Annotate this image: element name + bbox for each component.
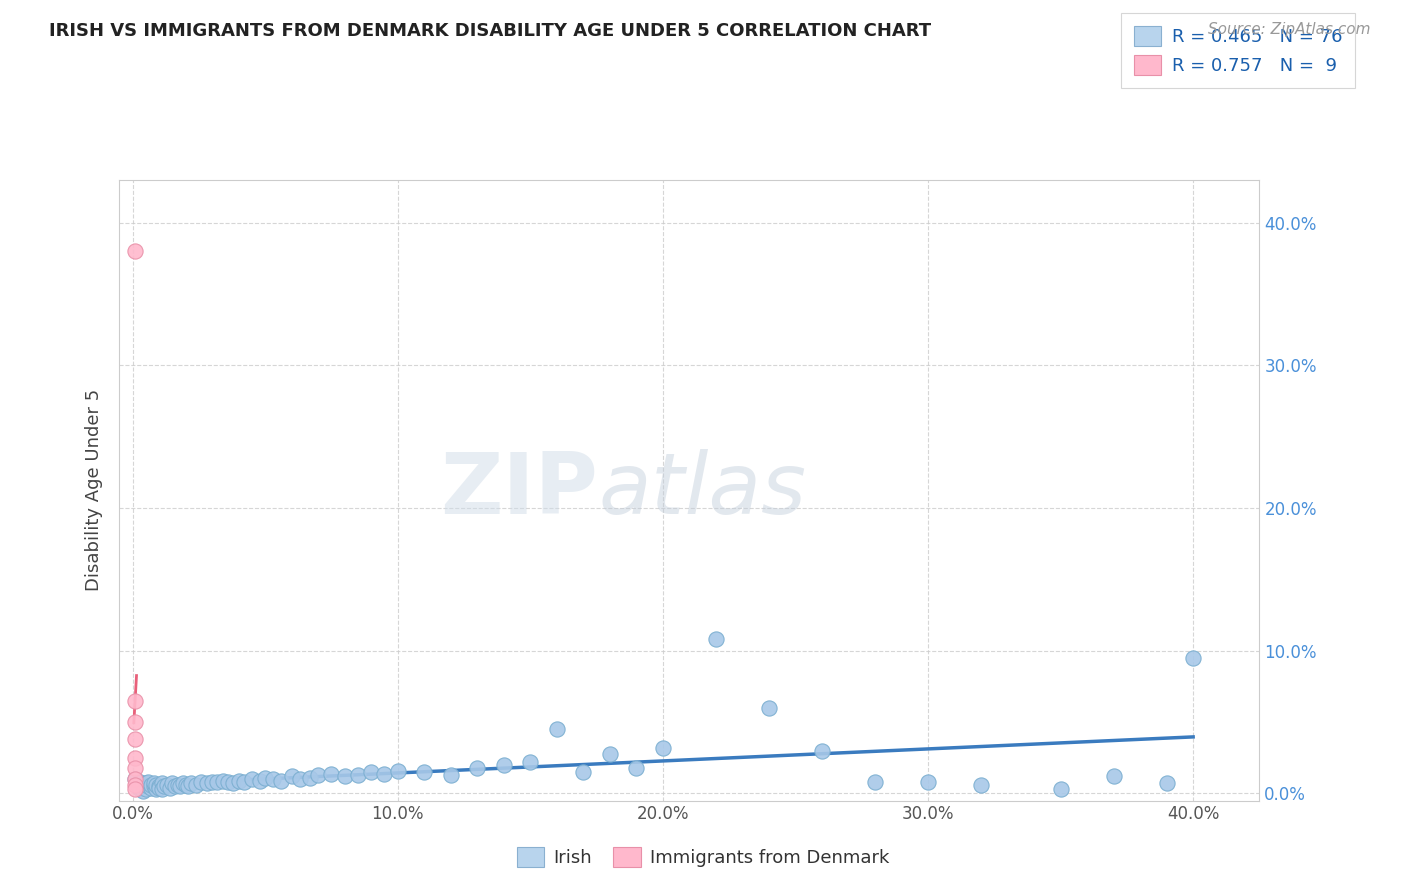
Text: Source: ZipAtlas.com: Source: ZipAtlas.com [1208, 22, 1371, 37]
Legend: Irish, Immigrants from Denmark: Irish, Immigrants from Denmark [510, 839, 896, 874]
Point [124, 715, 146, 730]
Point [413, 765, 436, 780]
Point [129, 775, 152, 789]
Point [1156, 776, 1178, 790]
Point [124, 778, 146, 792]
Point [299, 771, 322, 785]
Point [190, 775, 212, 789]
Y-axis label: Disability Age Under 5: Disability Age Under 5 [86, 389, 103, 591]
Point [254, 771, 277, 785]
Point [186, 778, 208, 792]
Point [162, 776, 184, 790]
Point [492, 758, 515, 772]
Point [153, 780, 176, 794]
Point [138, 780, 160, 794]
Point [347, 768, 370, 782]
Point [172, 776, 194, 790]
Point [249, 773, 271, 788]
Point [139, 780, 162, 795]
Text: ZIP: ZIP [440, 449, 598, 532]
Point [599, 747, 621, 761]
Point [132, 783, 155, 797]
Point [169, 780, 191, 794]
Point [148, 780, 170, 794]
Point [124, 782, 146, 797]
Point [811, 744, 834, 758]
Point [207, 775, 229, 789]
Point [1049, 782, 1071, 797]
Point [228, 773, 250, 788]
Point [465, 761, 488, 775]
Point [148, 780, 170, 795]
Point [217, 775, 239, 789]
Point [387, 764, 409, 778]
Point [145, 782, 167, 797]
Point [307, 768, 329, 782]
Point [150, 776, 173, 790]
Point [373, 766, 395, 780]
Point [440, 768, 463, 782]
Point [704, 632, 727, 647]
Point [232, 775, 254, 789]
Point [124, 694, 146, 708]
Point [156, 778, 179, 792]
Point [195, 776, 218, 790]
Point [572, 765, 595, 780]
Point [626, 761, 648, 775]
Point [970, 778, 993, 792]
Point [222, 776, 245, 790]
Point [138, 775, 160, 789]
Point [270, 773, 292, 788]
Point [124, 751, 146, 765]
Point [519, 755, 541, 769]
Point [546, 723, 568, 737]
Point [1102, 769, 1125, 783]
Point [321, 766, 343, 780]
Point [917, 775, 939, 789]
Point [135, 776, 157, 790]
Point [333, 769, 356, 783]
Point [758, 701, 780, 715]
Point [166, 778, 188, 792]
Text: IRISH VS IMMIGRANTS FROM DENMARK DISABILITY AGE UNDER 5 CORRELATION CHART: IRISH VS IMMIGRANTS FROM DENMARK DISABIL… [49, 22, 931, 40]
Point [211, 773, 233, 788]
Point [139, 778, 162, 792]
Legend: R = 0.465   N = 76, R = 0.757   N =  9: R = 0.465 N = 76, R = 0.757 N = 9 [1121, 13, 1355, 87]
Point [180, 776, 202, 790]
Point [1182, 651, 1205, 665]
Point [288, 772, 311, 787]
Point [280, 769, 302, 783]
Point [177, 780, 200, 794]
Point [124, 244, 146, 259]
Point [262, 772, 284, 787]
Point [159, 780, 181, 795]
Point [129, 782, 152, 797]
Point [124, 772, 146, 787]
Point [127, 780, 149, 794]
Point [132, 778, 155, 792]
Point [124, 732, 146, 747]
Point [240, 772, 263, 787]
Point [124, 772, 146, 787]
Point [360, 765, 382, 780]
Point [135, 782, 157, 797]
Point [651, 740, 673, 755]
Point [150, 782, 173, 797]
Point [163, 780, 186, 794]
Point [201, 775, 224, 789]
Point [145, 778, 167, 792]
Point [124, 761, 146, 775]
Point [142, 776, 165, 790]
Point [174, 778, 197, 792]
Point [142, 780, 165, 794]
Point [863, 775, 886, 789]
Text: atlas: atlas [598, 449, 806, 532]
